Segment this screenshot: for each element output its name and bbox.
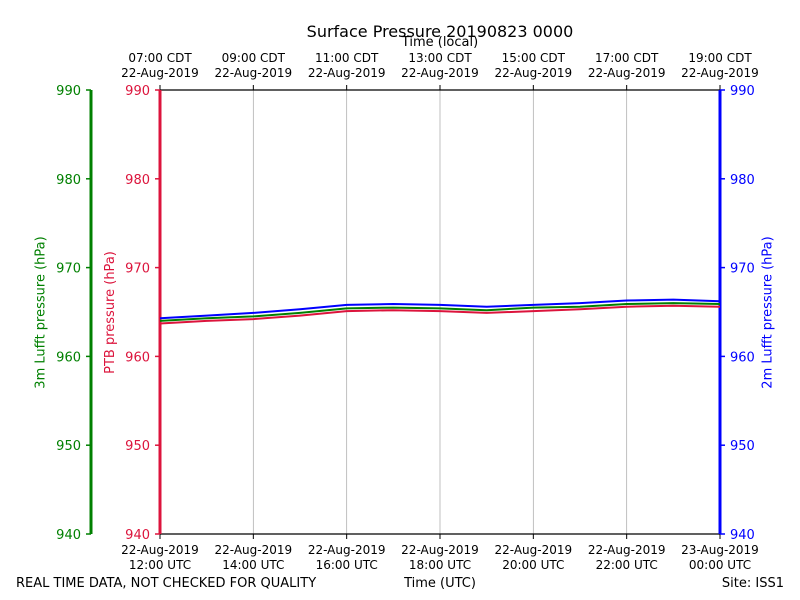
x-tick-label-date: 22-Aug-2019 — [495, 543, 573, 557]
series-2m-lufft-line — [159, 298, 721, 320]
y-tick-label-2m-lufft: 970 — [730, 262, 755, 277]
y-tick-label-2m-lufft: 960 — [730, 350, 755, 365]
y-tick-label-ptb: 970 — [125, 262, 150, 277]
x-top-tick-label-date: 22-Aug-2019 — [681, 66, 759, 80]
x-top-tick-label-date: 22-Aug-2019 — [588, 66, 666, 80]
y-tick-label-2m-lufft: 990 — [730, 84, 755, 99]
x-tick-label-time: 14:00 UTC — [222, 558, 284, 572]
x-top-tick-label-time: 19:00 CDT — [688, 51, 752, 65]
y-tick-label-3m-lufft: 960 — [56, 350, 81, 365]
y-tick-label-3m-lufft: 980 — [56, 173, 81, 188]
x-top-tick-label-date: 22-Aug-2019 — [121, 66, 199, 80]
x-tick-label-time: 16:00 UTC — [316, 558, 378, 572]
y-tick-label-ptb: 990 — [125, 84, 150, 99]
x-top-tick-label-date: 22-Aug-2019 — [495, 66, 573, 80]
y-axis-label-2m-lufft: 2m Lufft pressure (hPa) — [760, 235, 776, 389]
x-top-tick-label-date: 22-Aug-2019 — [308, 66, 386, 80]
x-tick-label-time: 00:00 UTC — [689, 558, 751, 572]
series-ptb-line — [159, 304, 721, 325]
x-top-tick-label-time: 15:00 CDT — [502, 51, 566, 65]
x-top-tick-label-time: 11:00 CDT — [315, 51, 379, 65]
y-tick-label-3m-lufft: 940 — [56, 528, 81, 543]
x-axis-label: Time (UTC) — [404, 576, 476, 591]
site-label: Site: ISS1 — [721, 576, 784, 591]
quality-notice: REAL TIME DATA, NOT CHECKED FOR QUALITY — [16, 576, 317, 591]
x-tick-label-date: 22-Aug-2019 — [588, 543, 666, 557]
chart-title: Surface Pressure 20190823 0000 — [306, 22, 574, 41]
x-top-tick-label-time: 09:00 CDT — [222, 51, 286, 65]
x-top-tick-label-date: 22-Aug-2019 — [401, 66, 479, 80]
x-top-tick-label-time: 17:00 CDT — [595, 51, 659, 65]
y-axis-label-ptb: PTB pressure (hPa) — [102, 250, 118, 374]
x-top-tick-label-date: 22-Aug-2019 — [215, 66, 293, 80]
y-axis-label-3m-lufft: 3m Lufft pressure (hPa) — [33, 235, 49, 389]
x-tick-label-time: 20:00 UTC — [502, 558, 564, 572]
y-tick-label-ptb: 950 — [125, 439, 150, 454]
x-tick-label-date: 22-Aug-2019 — [215, 543, 293, 557]
x-tick-label-time: 22:00 UTC — [596, 558, 658, 572]
y-tick-label-3m-lufft: 990 — [56, 84, 81, 99]
x-tick-label-date: 23-Aug-2019 — [681, 543, 759, 557]
y-tick-label-ptb: 940 — [125, 528, 150, 543]
x-tick-label-date: 22-Aug-2019 — [401, 543, 479, 557]
series-3m-lufft-line — [159, 302, 721, 322]
x-tick-label-date: 22-Aug-2019 — [121, 543, 199, 557]
y-tick-label-2m-lufft: 940 — [730, 528, 755, 543]
y-tick-label-3m-lufft: 970 — [56, 262, 81, 277]
y-tick-label-3m-lufft: 950 — [56, 439, 81, 454]
x-top-tick-label-time: 13:00 CDT — [408, 51, 472, 65]
y-tick-label-ptb: 980 — [125, 173, 150, 188]
x-tick-label-date: 22-Aug-2019 — [308, 543, 386, 557]
y-tick-label-2m-lufft: 980 — [730, 173, 755, 188]
x-axis-top-label: Time (local) — [401, 35, 479, 50]
x-top-tick-label-time: 07:00 CDT — [128, 51, 192, 65]
x-tick-label-time: 12:00 UTC — [129, 558, 191, 572]
x-tick-label-time: 18:00 UTC — [409, 558, 471, 572]
y-tick-label-2m-lufft: 950 — [730, 439, 755, 454]
y-tick-label-ptb: 960 — [125, 350, 150, 365]
